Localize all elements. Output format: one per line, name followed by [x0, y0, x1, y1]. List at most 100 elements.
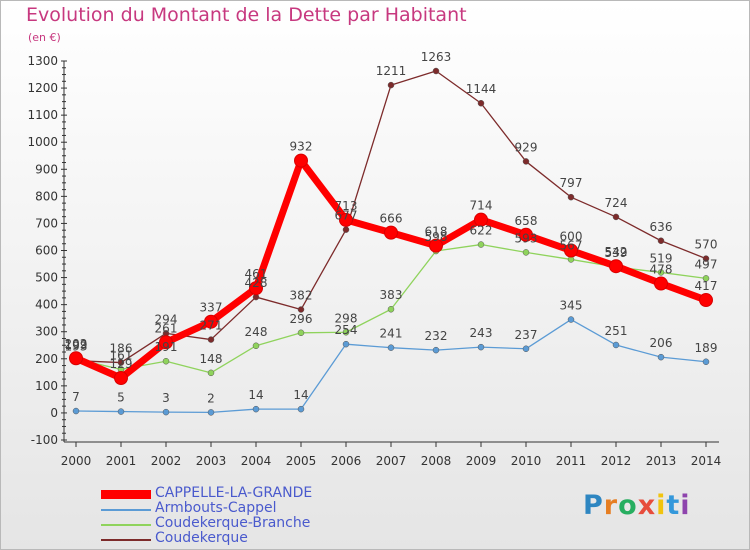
data-label: 298 [335, 311, 358, 325]
data-point [657, 269, 665, 276]
data-point [387, 81, 395, 89]
data-label: 417 [695, 279, 718, 293]
data-point [567, 316, 575, 323]
x-tick-label: 2008 [421, 454, 452, 468]
data-label: 570 [695, 238, 718, 252]
legend-swatch [101, 490, 151, 499]
logo-letter: t [666, 490, 681, 521]
data-label: 199 [65, 338, 88, 352]
data-point [699, 293, 713, 308]
logo-letter: P [583, 490, 604, 521]
data-point [522, 158, 530, 165]
data-label: 241 [380, 327, 403, 341]
x-tick-label: 2004 [241, 454, 272, 468]
data-label: 658 [515, 214, 538, 228]
x-tick-label: 2014 [691, 454, 722, 468]
legend-label: CAPPELLE-LA-GRANDE [155, 485, 313, 501]
data-point [207, 369, 215, 377]
data-point [564, 243, 578, 258]
data-point [117, 408, 125, 415]
data-label: 383 [380, 288, 403, 302]
data-label: 618 [425, 225, 448, 239]
data-label: 3 [162, 391, 170, 405]
data-point [477, 241, 485, 248]
x-tick-label: 2013 [646, 454, 677, 468]
data-point [297, 306, 305, 313]
data-label: 345 [560, 299, 583, 313]
data-point [612, 341, 620, 349]
data-label: 539 [605, 246, 628, 260]
data-label: 294 [155, 312, 178, 326]
data-point [702, 358, 710, 366]
data-point [519, 227, 533, 242]
data-label: 724 [605, 196, 628, 210]
data-point [477, 343, 485, 351]
data-label: 713 [335, 199, 358, 213]
data-point [162, 357, 170, 365]
data-point [342, 226, 350, 233]
data-label: 206 [650, 336, 673, 350]
data-label: 337 [200, 301, 223, 315]
y-tick-label: 1300 [27, 54, 58, 68]
data-label: 714 [470, 199, 493, 213]
y-tick-label: 200 [35, 352, 58, 366]
data-point [117, 359, 125, 366]
data-point [522, 249, 530, 256]
logo-letter: x [637, 490, 657, 521]
data-point [207, 336, 215, 343]
data-point [297, 405, 305, 413]
x-tick-label: 2010 [511, 454, 542, 468]
data-point [72, 407, 80, 415]
data-point [339, 212, 353, 227]
x-tick-label: 2012 [601, 454, 632, 468]
legend-label: Coudekerque [155, 530, 248, 546]
data-label: 14 [248, 388, 263, 402]
data-point [702, 255, 710, 262]
data-label: 7 [72, 390, 80, 404]
data-label: 622 [470, 224, 493, 238]
data-point [657, 353, 665, 361]
data-label: 2 [207, 391, 215, 405]
legend-label: Coudekerque-Branche [155, 515, 311, 531]
data-label: 202 [65, 337, 88, 351]
chart-title: Evolution du Montant de la Dette par Hab… [26, 4, 467, 26]
x-tick-label: 2009 [466, 454, 497, 468]
data-point [294, 153, 308, 168]
data-label: 296 [290, 312, 313, 326]
data-point [249, 281, 263, 296]
data-label: 243 [470, 326, 493, 340]
legend-swatch [101, 509, 151, 511]
y-tick-label: 0 [50, 406, 58, 420]
data-label: 261 [155, 321, 178, 335]
data-point [252, 405, 260, 413]
data-label: 161 [110, 348, 133, 362]
data-point [612, 213, 620, 221]
data-labels: 2021292613374619327136666187146586005424… [65, 50, 718, 405]
series-layer [69, 67, 713, 416]
data-label: 382 [290, 289, 313, 303]
data-label: 148 [200, 352, 223, 366]
data-label: 193 [65, 340, 88, 354]
data-point [114, 371, 128, 386]
data-label: 189 [695, 341, 718, 355]
x-tick-label: 2000 [61, 454, 92, 468]
data-label: 186 [110, 342, 133, 356]
data-point [384, 225, 398, 240]
data-label: 797 [560, 176, 583, 190]
x-tick-label: 2003 [196, 454, 227, 468]
data-label: 271 [200, 319, 223, 333]
y-tick-label: 100 [35, 379, 58, 393]
legend-swatch [101, 524, 151, 526]
data-label: 191 [155, 340, 178, 354]
x-tick-label: 2006 [331, 454, 362, 468]
data-label: 932 [290, 140, 313, 154]
data-label: 497 [695, 257, 718, 271]
axes: -100 0 100 200 300 400 500 600 700 800 900 1000 1100… [27, 54, 721, 468]
data-label: 567 [560, 238, 583, 252]
data-label: 1211 [376, 64, 407, 78]
legend-swatch [101, 539, 151, 541]
data-point [204, 314, 218, 329]
data-label: 593 [515, 231, 538, 245]
chart-subtitle: (en €) [28, 31, 61, 44]
